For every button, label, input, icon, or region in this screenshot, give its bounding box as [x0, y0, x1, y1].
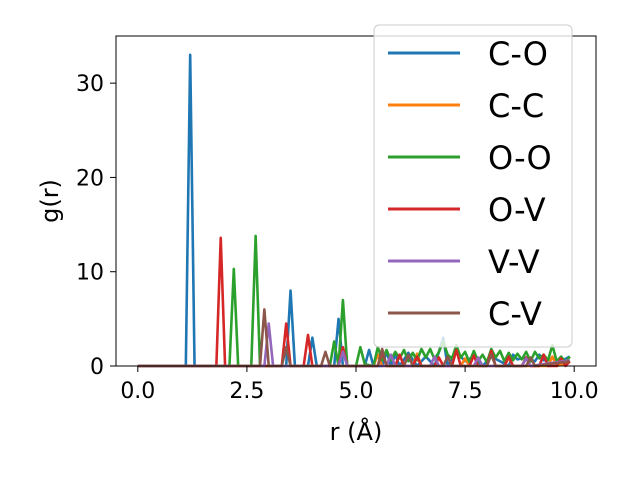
y-tick-label: 30	[76, 72, 104, 97]
legend-label: V-V	[488, 243, 540, 281]
plot-area	[115, 35, 597, 368]
legend-item: O-O	[388, 139, 552, 177]
legend-frame	[373, 24, 573, 348]
legend-label: C-V	[488, 295, 542, 333]
legend-item: C-C	[388, 87, 544, 125]
x-tick-label: 2.5	[229, 379, 264, 404]
x-axis-label: r (Å)	[330, 417, 383, 446]
x-axis-ticks: 0.0 2.5 5.0 7.5 10.0	[120, 366, 599, 404]
legend-item: O-V	[388, 191, 546, 229]
legend-label: O-O	[488, 139, 552, 177]
x-tick-label: 0.0	[120, 379, 155, 404]
legend-item: C-O	[388, 35, 548, 73]
legend-item: V-V	[388, 243, 540, 281]
x-tick-label: 5.0	[339, 379, 374, 404]
series-line-o-o	[137, 234, 571, 368]
x-tick-label: 7.5	[448, 379, 483, 404]
y-axis-label: g(r)	[36, 179, 64, 223]
y-tick-label: 0	[90, 355, 104, 380]
legend-label: C-O	[488, 35, 548, 73]
legend-label: C-C	[488, 87, 544, 125]
y-tick-label: 20	[76, 166, 104, 191]
legend-label: O-V	[488, 191, 546, 229]
x-tick-label: 10.0	[550, 379, 599, 404]
y-tick-label: 10	[76, 261, 104, 286]
legend-item: C-V	[388, 295, 542, 333]
y-axis-ticks: 0 10 20 30	[76, 72, 116, 380]
legend: C-O C-C O-O O-V V-V C-V	[373, 24, 573, 348]
